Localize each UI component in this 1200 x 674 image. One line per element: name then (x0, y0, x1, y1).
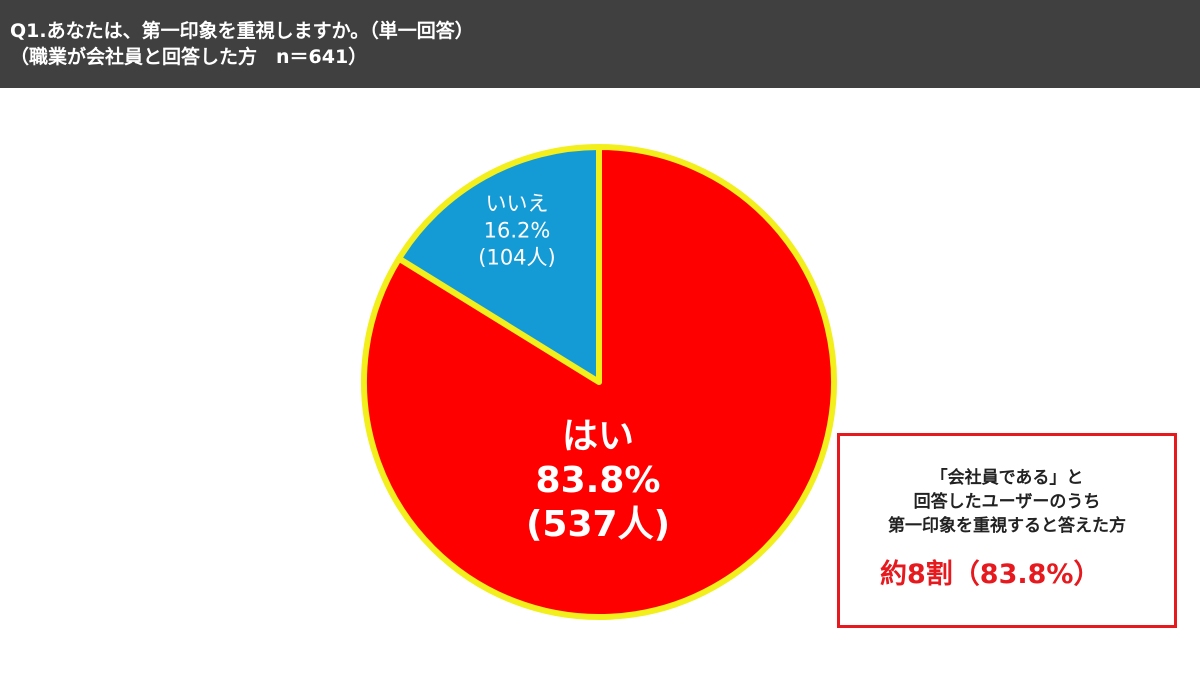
respondent-subtitle: （職業が会社員と回答した方 n＝641） (10, 46, 368, 68)
slice-label-yes-count: (537人) (525, 504, 671, 545)
slice-label-no: いいえ 16.2% (104人) (478, 191, 555, 272)
summary-callout: 「会社員である」と 回答したユーザーのうち 第一印象を重視すると答えた方 約8割… (837, 433, 1177, 628)
callout-line-3: 第一印象を重視すると答えた方 (888, 516, 1126, 536)
chart-header: Q1.あなたは、第一印象を重視しますか。（単一回答） （職業が会社員と回答した方… (0, 0, 1200, 88)
callout-highlight-value: 約8割（83.8%） (880, 559, 1101, 590)
slice-label-no-count: (104人) (478, 245, 556, 270)
slice-label-yes-name: はい (561, 416, 634, 457)
pie-slice-no (396, 144, 602, 385)
callout-line-2: 回答したユーザーのうち (913, 492, 1101, 512)
slice-label-no-percent: 16.2% (483, 218, 551, 243)
callout-line-1: 「会社員である」と (930, 468, 1084, 488)
slice-label-yes-percent: 83.8% (535, 460, 661, 501)
callout-description: 「会社員である」と 回答したユーザーのうち 第一印象を重視すると答えた方 (840, 466, 1174, 538)
question-title: Q1.あなたは、第一印象を重視しますか。（単一回答） (10, 20, 474, 42)
slice-label-yes: はい 83.8% (537人) (526, 415, 670, 547)
slice-label-no-name: いいえ (485, 191, 549, 216)
